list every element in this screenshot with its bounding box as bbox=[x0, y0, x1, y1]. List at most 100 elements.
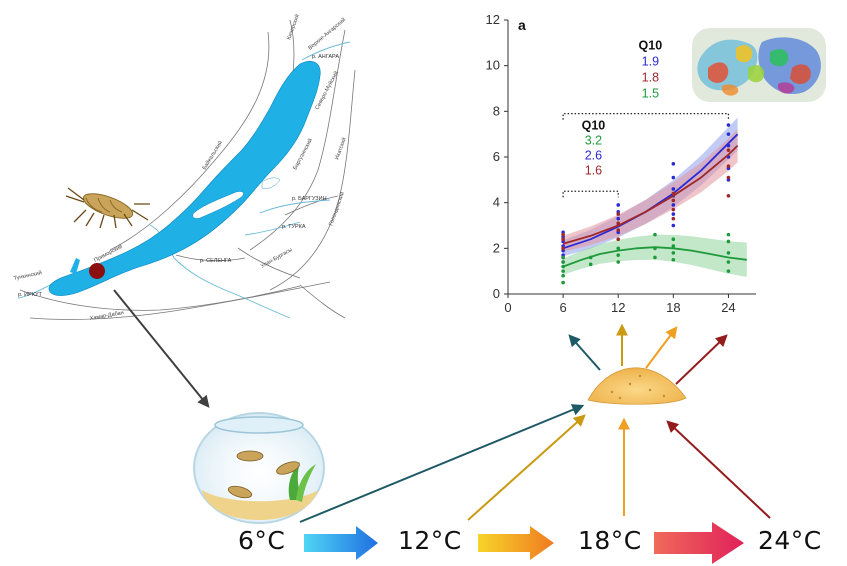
data-point bbox=[726, 269, 731, 273]
temperature-label-12: 12°C bbox=[398, 526, 462, 555]
data-point bbox=[561, 232, 565, 237]
maly-more bbox=[261, 177, 281, 189]
data-point bbox=[671, 216, 676, 221]
q10-upper-value: 1.8 bbox=[642, 71, 659, 85]
data-point bbox=[616, 203, 621, 207]
arrow-food-to-6 bbox=[568, 334, 601, 371]
q10-lower-value: 3.2 bbox=[585, 134, 602, 148]
confidence-band bbox=[563, 128, 738, 252]
location-marker bbox=[89, 263, 105, 279]
data-point bbox=[726, 194, 731, 198]
map-label-angara: р. АНГАРА bbox=[312, 54, 339, 60]
y-tick-label: 8 bbox=[493, 103, 500, 118]
data-point bbox=[671, 207, 676, 212]
temperature-label-6: 6°C bbox=[238, 526, 286, 555]
data-point bbox=[653, 255, 657, 260]
q10-lower-value: 1.6 bbox=[585, 164, 602, 178]
q10-bracket-upper bbox=[562, 112, 730, 120]
map-label-baikalsky: Байкальский bbox=[201, 140, 224, 171]
data-point bbox=[671, 187, 676, 191]
gradient-arrow-18-24 bbox=[654, 522, 744, 564]
data-point bbox=[616, 237, 621, 241]
gradient-arrow-6-12 bbox=[304, 526, 378, 560]
q10-bracket-lower bbox=[562, 190, 619, 198]
x-tick-label: 24 bbox=[721, 300, 735, 315]
data-point bbox=[616, 253, 621, 257]
data-point bbox=[726, 148, 731, 152]
data-point bbox=[616, 212, 621, 216]
q10-upper-title: Q10 bbox=[639, 39, 663, 53]
fishbowl-icon bbox=[193, 412, 325, 524]
arrow-food-to-18 bbox=[645, 326, 678, 369]
data-point bbox=[671, 223, 676, 228]
arrow-12c-to-food bbox=[467, 414, 586, 521]
q10-lower-value: 2.6 bbox=[585, 149, 602, 163]
data-point bbox=[671, 244, 676, 248]
q10-upper-value: 1.9 bbox=[642, 55, 659, 69]
y-tick-label: 0 bbox=[493, 286, 500, 301]
data-point bbox=[616, 260, 621, 264]
temperature-label-24: 24°C bbox=[758, 526, 822, 555]
arrow-6c-to-food bbox=[299, 404, 585, 523]
map-label-selenga: р. СЕЛЕНГА bbox=[200, 258, 232, 264]
sampling-arrow bbox=[113, 289, 210, 408]
data-point bbox=[671, 162, 676, 166]
data-point bbox=[726, 251, 731, 255]
data-point bbox=[726, 232, 731, 237]
gradient-arrow-12-18 bbox=[478, 526, 554, 560]
y-tick-label: 2 bbox=[493, 240, 500, 255]
panel-label: a bbox=[518, 17, 526, 33]
lake-baikal bbox=[48, 61, 321, 296]
data-point bbox=[671, 237, 676, 241]
x-tick-label: 6 bbox=[559, 300, 566, 315]
y-tick-label: 12 bbox=[486, 12, 500, 27]
fit-line bbox=[562, 144, 739, 245]
x-tick-label: 0 bbox=[504, 300, 511, 315]
data-point bbox=[726, 175, 731, 180]
map-mountain-lines bbox=[19, 19, 356, 320]
data-point bbox=[726, 123, 731, 127]
data-point bbox=[561, 260, 565, 264]
y-tick-label: 4 bbox=[493, 195, 500, 210]
data-point bbox=[561, 280, 565, 285]
olkhon-island bbox=[192, 191, 244, 219]
data-point bbox=[616, 221, 621, 226]
data-point bbox=[671, 212, 676, 216]
data-point bbox=[588, 255, 593, 260]
arrow-24c-to-food bbox=[666, 420, 771, 519]
fit-line bbox=[562, 133, 739, 250]
food-pile-icon bbox=[587, 367, 687, 405]
data-point bbox=[671, 257, 676, 262]
map-label-tunkinsky: Тункинский bbox=[13, 269, 42, 282]
data-point bbox=[561, 237, 565, 241]
data-point bbox=[616, 216, 621, 221]
data-point bbox=[726, 239, 731, 244]
data-point bbox=[653, 246, 657, 251]
temperature-label-18: 18°C bbox=[578, 526, 642, 555]
map-label-verkh: Верхне-Ангарский bbox=[307, 16, 347, 51]
data-point bbox=[726, 260, 731, 264]
data-point bbox=[561, 269, 565, 273]
map-label-barguzin: р. БАРГУЗИН bbox=[292, 196, 327, 202]
x-tick-label: 18 bbox=[666, 300, 680, 315]
map-label-ulan: Улан-Бургасы bbox=[260, 247, 293, 270]
data-point bbox=[561, 246, 565, 251]
arrow-food-to-24 bbox=[675, 334, 728, 385]
map-label-turka: р. ТУРКА bbox=[282, 224, 306, 230]
map-label-kodar: Кичерский bbox=[285, 13, 301, 40]
x-tick-label: 12 bbox=[611, 300, 625, 315]
data-point bbox=[653, 232, 657, 237]
data-point bbox=[726, 132, 731, 136]
map-label-ikatsky: Икатский bbox=[333, 137, 348, 161]
data-point bbox=[726, 143, 731, 148]
data-point bbox=[561, 255, 565, 260]
data-point bbox=[561, 264, 565, 269]
data-point bbox=[561, 273, 565, 278]
data-point bbox=[671, 175, 676, 180]
y-tick-label: 6 bbox=[493, 149, 500, 164]
baikal-map: р. АНГАРА р. БАРГУЗИН р. ТУРКА р. СЕЛЕНГ… bbox=[13, 13, 356, 322]
y-tick-label: 10 bbox=[486, 58, 500, 73]
data-point bbox=[616, 246, 621, 251]
data-point bbox=[671, 251, 676, 255]
